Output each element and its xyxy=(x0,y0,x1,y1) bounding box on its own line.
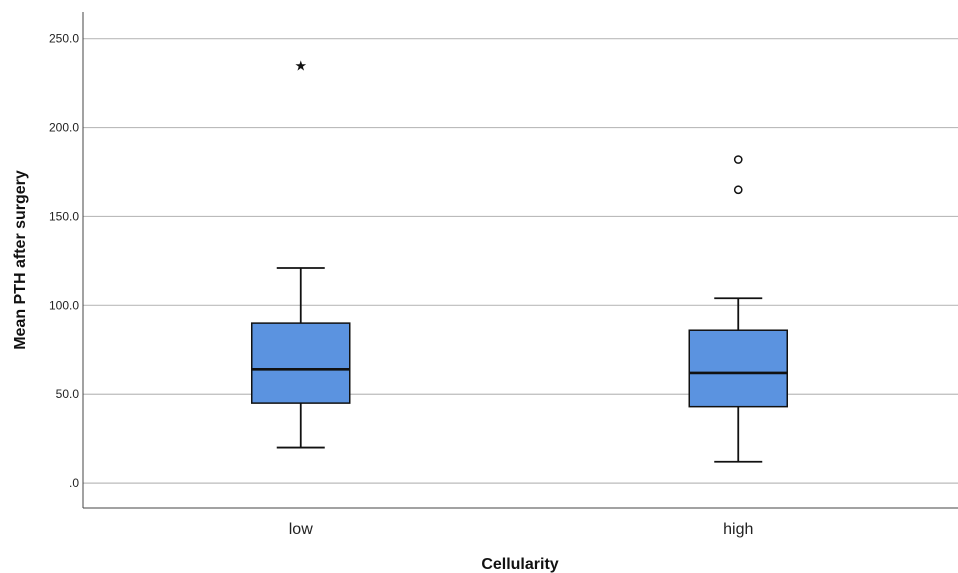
outlier-point xyxy=(733,155,743,164)
boxes: ★ xyxy=(251,58,788,463)
box-group-low: ★ xyxy=(251,58,351,449)
x-tick-label: high xyxy=(723,521,753,538)
y-tick-label: 250.0 xyxy=(49,32,79,46)
y-tick-labels: .0 50.0 100.0 150.0 200.0 250.0 xyxy=(49,32,79,490)
axes xyxy=(82,12,958,509)
y-axis-title: Mean PTH after surgery xyxy=(12,170,29,350)
y-tick-label: 200.0 xyxy=(49,121,79,135)
y-tick-label: 100.0 xyxy=(49,298,79,312)
x-tick-label: low xyxy=(289,521,313,538)
outlier-point xyxy=(733,185,743,195)
iqr-box xyxy=(688,329,788,408)
x-axis-title: Cellularity xyxy=(481,556,558,573)
iqr-box xyxy=(251,322,351,404)
y-tick-label: 150.0 xyxy=(49,209,79,223)
y-tick-label: 50.0 xyxy=(56,387,80,401)
box-group-high xyxy=(688,155,788,463)
y-tick-label: .0 xyxy=(69,476,79,490)
x-tick-labels: low high xyxy=(289,521,754,538)
extreme-outlier-marker: ★ xyxy=(294,58,307,74)
gridlines xyxy=(83,38,958,484)
